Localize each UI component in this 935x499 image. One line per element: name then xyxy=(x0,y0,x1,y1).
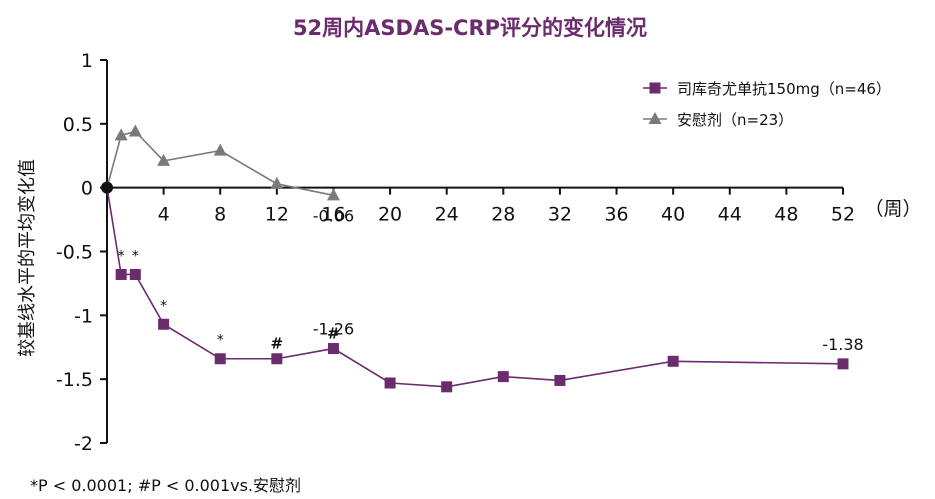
significance-mark: * xyxy=(118,248,125,264)
value-annotation: -1.38 xyxy=(822,335,863,354)
y-tick-label: -0.5 xyxy=(56,242,93,264)
legend-item: 安慰剂（n=23） xyxy=(643,111,793,129)
legend-label: 司库奇尤单抗150mg（n=46） xyxy=(677,80,891,98)
legend-item: 司库奇尤单抗150mg（n=46） xyxy=(643,80,891,98)
data-point xyxy=(554,374,566,386)
data-point xyxy=(384,377,396,389)
x-tick-label: 20 xyxy=(378,204,402,226)
x-tick-label: 32 xyxy=(548,204,572,226)
data-point xyxy=(128,124,142,137)
x-tick-label: 52 xyxy=(831,204,855,226)
x-tick-label: 8 xyxy=(214,204,226,226)
significance-mark: * xyxy=(132,248,139,264)
significance-mark: # xyxy=(327,325,340,343)
value-annotation: -1.26 xyxy=(313,320,354,339)
legend: 司库奇尤单抗150mg（n=46） 安慰剂（n=23） xyxy=(643,80,891,129)
data-point xyxy=(213,143,227,156)
x-tick-label: 4 xyxy=(158,204,170,226)
x-tick-label: 48 xyxy=(774,204,798,226)
significance-mark: * xyxy=(160,298,167,314)
data-point xyxy=(115,268,127,280)
data-point xyxy=(271,353,283,365)
data-point xyxy=(114,128,128,141)
data-point xyxy=(441,381,453,393)
y-tick-label: 0 xyxy=(81,178,93,200)
data-point xyxy=(214,353,226,365)
data-point xyxy=(270,176,284,189)
data-point xyxy=(129,268,141,280)
series-layer xyxy=(101,124,849,393)
footnote: *P < 0.0001; #P < 0.001vs.安慰剂 xyxy=(30,476,302,495)
chart-title: 52周内ASDAS-CRP评分的变化情况 xyxy=(293,16,647,40)
x-tick-label: 40 xyxy=(661,204,685,226)
y-tick-label: -1.5 xyxy=(56,369,93,391)
legend-marker xyxy=(649,82,661,94)
legend-label: 安慰剂（n=23） xyxy=(677,111,793,129)
data-point xyxy=(667,355,679,367)
data-point xyxy=(158,318,170,330)
data-point xyxy=(837,358,849,370)
axes: 10.50-0.5-1-1.5-24 8 12 16 20 24 28 32 36 40 44 48 5… xyxy=(56,50,855,455)
series-secukinumab xyxy=(106,187,849,393)
series-placebo xyxy=(106,124,340,201)
y-tick-label: 0.5 xyxy=(63,114,93,136)
data-point xyxy=(497,371,509,383)
data-point xyxy=(157,153,171,166)
annotations-layer: -0.06 -1.26 -1.38 * * * * # # xyxy=(118,206,864,354)
x-tick-label: 16 xyxy=(321,204,345,226)
series-line xyxy=(106,130,334,197)
y-axis-label: 较基线水平的平均变化值 xyxy=(17,159,38,357)
x-tick-label: 12 xyxy=(265,204,289,226)
x-tick-label: 36 xyxy=(604,204,628,226)
data-point xyxy=(327,343,339,355)
baseline-point xyxy=(101,181,113,194)
y-tick-label: -1 xyxy=(74,305,93,327)
significance-mark: * xyxy=(217,333,224,349)
x-tick-label: 44 xyxy=(718,204,742,226)
x-axis-unit-label: （周） xyxy=(864,198,921,220)
x-tick-label: 28 xyxy=(491,204,515,226)
significance-mark: # xyxy=(271,335,284,353)
x-tick-label: 24 xyxy=(435,204,459,226)
y-tick-label: 1 xyxy=(81,50,93,72)
legend-marker xyxy=(648,112,662,124)
value-annotation: -0.06 xyxy=(313,206,354,225)
y-tick-label: -2 xyxy=(74,433,93,455)
data-point xyxy=(326,188,340,201)
